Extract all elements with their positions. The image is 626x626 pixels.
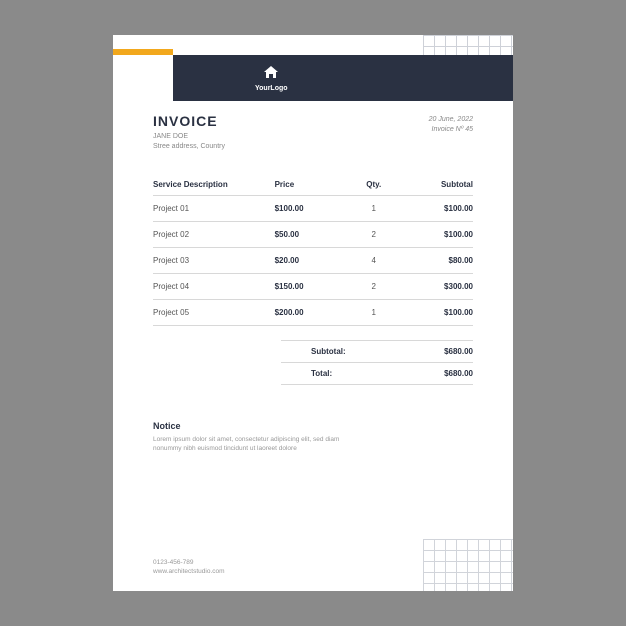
- subtotal-value: $680.00: [444, 347, 473, 356]
- cell-qty: 2: [345, 282, 403, 291]
- grid-pattern-bottom: [423, 539, 513, 591]
- cell-price: $200.00: [275, 308, 345, 317]
- client-address: Stree address, Country: [153, 142, 225, 152]
- subtotal-label: Subtotal:: [281, 347, 346, 356]
- col-qty: Qty.: [345, 180, 403, 189]
- cell-qty: 2: [345, 230, 403, 239]
- col-description: Service Description: [153, 180, 275, 189]
- header-right: 20 June, 2022 Invoice Nº 45: [429, 113, 473, 135]
- table-header: Service Description Price Qty. Subtotal: [153, 180, 473, 195]
- cell-description: Project 01: [153, 204, 275, 213]
- footer: 0123-456-789 www.architectstudio.com: [153, 558, 225, 578]
- notice-title: Notice: [153, 421, 473, 431]
- cell-qty: 1: [345, 308, 403, 317]
- cell-description: Project 04: [153, 282, 275, 291]
- cell-subtotal: $100.00: [403, 230, 473, 239]
- col-price: Price: [275, 180, 345, 189]
- header-left: INVOICE JANE DOE Stree address, Country: [153, 113, 225, 152]
- accent-bar: [113, 49, 173, 55]
- total-row: Total: $680.00: [281, 363, 473, 385]
- subtotal-row: Subtotal: $680.00: [281, 341, 473, 363]
- cell-subtotal: $80.00: [403, 256, 473, 265]
- invoice-number: Invoice Nº 45: [429, 125, 473, 135]
- cell-qty: 4: [345, 256, 403, 265]
- document-title: INVOICE: [153, 113, 225, 129]
- content: INVOICE JANE DOE Stree address, Country …: [153, 113, 473, 453]
- cell-subtotal: $100.00: [403, 204, 473, 213]
- notice-block: Notice Lorem ipsum dolor sit amet, conse…: [153, 421, 473, 453]
- invoice-page: YourLogo INVOICE JANE DOE Stree address,…: [113, 35, 513, 591]
- totals-block: Subtotal: $680.00 Total: $680.00: [281, 340, 473, 385]
- logo: YourLogo: [255, 65, 288, 92]
- total-value: $680.00: [444, 369, 473, 378]
- table-row: Project 03$20.004$80.00: [153, 247, 473, 273]
- header-band: YourLogo: [173, 55, 513, 101]
- title-row: INVOICE JANE DOE Stree address, Country …: [153, 113, 473, 152]
- cell-subtotal: $300.00: [403, 282, 473, 291]
- cell-price: $150.00: [275, 282, 345, 291]
- footer-phone: 0123-456-789: [153, 558, 225, 568]
- client-name: JANE DOE: [153, 132, 225, 142]
- notice-text: Lorem ipsum dolor sit amet, consectetur …: [153, 435, 361, 453]
- cell-price: $50.00: [275, 230, 345, 239]
- cell-description: Project 02: [153, 230, 275, 239]
- cell-description: Project 03: [153, 256, 275, 265]
- footer-website: www.architectstudio.com: [153, 567, 225, 577]
- invoice-date: 20 June, 2022: [429, 115, 473, 125]
- total-label: Total:: [281, 369, 332, 378]
- table-row: Project 01$100.001$100.00: [153, 195, 473, 221]
- table-body: Project 01$100.001$100.00Project 02$50.0…: [153, 195, 473, 326]
- col-subtotal: Subtotal: [403, 180, 473, 189]
- logo-text: YourLogo: [255, 85, 288, 92]
- line-items-table: Service Description Price Qty. Subtotal …: [153, 180, 473, 326]
- table-row: Project 02$50.002$100.00: [153, 221, 473, 247]
- table-row: Project 05$200.001$100.00: [153, 299, 473, 326]
- cell-subtotal: $100.00: [403, 308, 473, 317]
- cell-price: $100.00: [275, 204, 345, 213]
- cell-qty: 1: [345, 204, 403, 213]
- cell-price: $20.00: [275, 256, 345, 265]
- cell-description: Project 05: [153, 308, 275, 317]
- house-icon: [264, 65, 278, 83]
- table-row: Project 04$150.002$300.00: [153, 273, 473, 299]
